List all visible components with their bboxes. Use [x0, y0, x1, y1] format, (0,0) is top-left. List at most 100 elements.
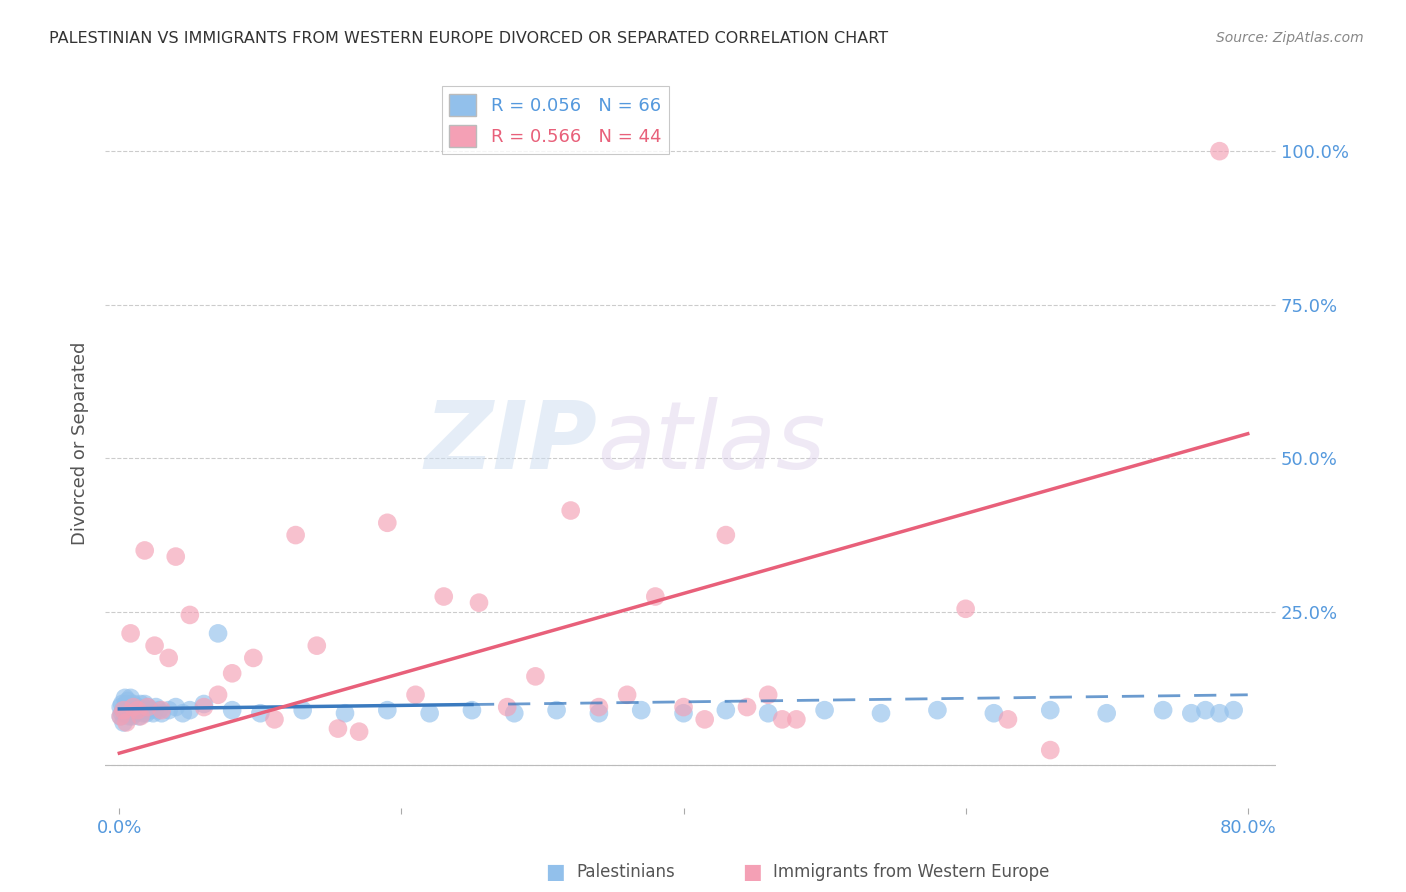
Point — [1208, 706, 1230, 721]
Point — [524, 669, 547, 683]
Point — [496, 700, 519, 714]
Text: ■: ■ — [546, 863, 565, 882]
Point — [110, 700, 132, 714]
Point — [1194, 703, 1216, 717]
Point — [1039, 703, 1062, 717]
Point — [735, 700, 758, 714]
Point — [1039, 743, 1062, 757]
Text: PALESTINIAN VS IMMIGRANTS FROM WESTERN EUROPE DIVORCED OR SEPARATED CORRELATION : PALESTINIAN VS IMMIGRANTS FROM WESTERN E… — [49, 31, 889, 46]
Y-axis label: Divorced or Separated: Divorced or Separated — [72, 342, 89, 545]
Point — [207, 688, 229, 702]
Point — [242, 651, 264, 665]
Point — [179, 607, 201, 622]
Point — [997, 712, 1019, 726]
Point — [110, 709, 132, 723]
Point — [157, 703, 180, 717]
Point — [129, 697, 152, 711]
Point — [117, 703, 139, 717]
Point — [127, 703, 149, 717]
Point — [405, 688, 427, 702]
Point — [150, 703, 173, 717]
Point — [120, 690, 142, 705]
Point — [714, 703, 737, 717]
Point — [870, 706, 893, 721]
Point — [927, 703, 949, 717]
Point — [333, 706, 356, 721]
Point — [588, 700, 610, 714]
Point — [1152, 703, 1174, 717]
Text: Palestinians: Palestinians — [576, 863, 675, 881]
Legend: R = 0.056   N = 66, R = 0.566   N = 44: R = 0.056 N = 66, R = 0.566 N = 44 — [441, 87, 668, 154]
Point — [136, 700, 159, 714]
Point — [112, 715, 135, 730]
Point — [165, 700, 187, 714]
Point — [139, 703, 162, 717]
Point — [134, 697, 156, 711]
Point — [955, 602, 977, 616]
Point — [118, 709, 141, 723]
Point — [813, 703, 835, 717]
Point — [124, 706, 146, 721]
Point — [468, 596, 491, 610]
Point — [305, 639, 328, 653]
Point — [110, 709, 132, 723]
Point — [693, 712, 716, 726]
Point — [461, 703, 484, 717]
Point — [165, 549, 187, 564]
Point — [1095, 706, 1118, 721]
Point — [503, 706, 526, 721]
Point — [127, 700, 149, 714]
Point — [115, 697, 138, 711]
Point — [560, 503, 582, 517]
Point — [135, 706, 157, 721]
Point — [142, 706, 165, 721]
Point — [117, 694, 139, 708]
Point — [263, 712, 285, 726]
Point — [129, 709, 152, 723]
Point — [1180, 706, 1202, 721]
Point — [157, 651, 180, 665]
Point — [150, 706, 173, 721]
Point — [756, 706, 779, 721]
Point — [630, 703, 652, 717]
Point — [672, 706, 695, 721]
Point — [114, 690, 136, 705]
Point — [111, 706, 134, 721]
Point — [644, 590, 666, 604]
Point — [785, 712, 807, 726]
Point — [125, 703, 148, 717]
Text: Immigrants from Western Europe: Immigrants from Western Europe — [773, 863, 1050, 881]
Point — [120, 706, 142, 721]
Point — [193, 697, 215, 711]
Point — [207, 626, 229, 640]
Point — [193, 700, 215, 714]
Point — [756, 688, 779, 702]
Point — [179, 703, 201, 717]
Point — [433, 590, 456, 604]
Point — [983, 706, 1005, 721]
Point — [588, 706, 610, 721]
Point — [112, 703, 135, 717]
Point — [284, 528, 307, 542]
Point — [131, 703, 153, 717]
Point — [546, 703, 568, 717]
Point — [122, 700, 145, 714]
Point — [114, 700, 136, 714]
Text: atlas: atlas — [598, 398, 825, 489]
Point — [115, 715, 138, 730]
Point — [375, 516, 398, 530]
Point — [132, 706, 155, 721]
Point — [148, 703, 170, 717]
Point — [770, 712, 793, 726]
Point — [221, 703, 243, 717]
Point — [111, 697, 134, 711]
Point — [221, 666, 243, 681]
Point — [375, 703, 398, 717]
Point — [326, 722, 349, 736]
Point — [134, 543, 156, 558]
Point — [672, 700, 695, 714]
Point — [347, 724, 370, 739]
Point — [1222, 703, 1244, 717]
Point — [122, 700, 145, 714]
Point — [143, 639, 166, 653]
